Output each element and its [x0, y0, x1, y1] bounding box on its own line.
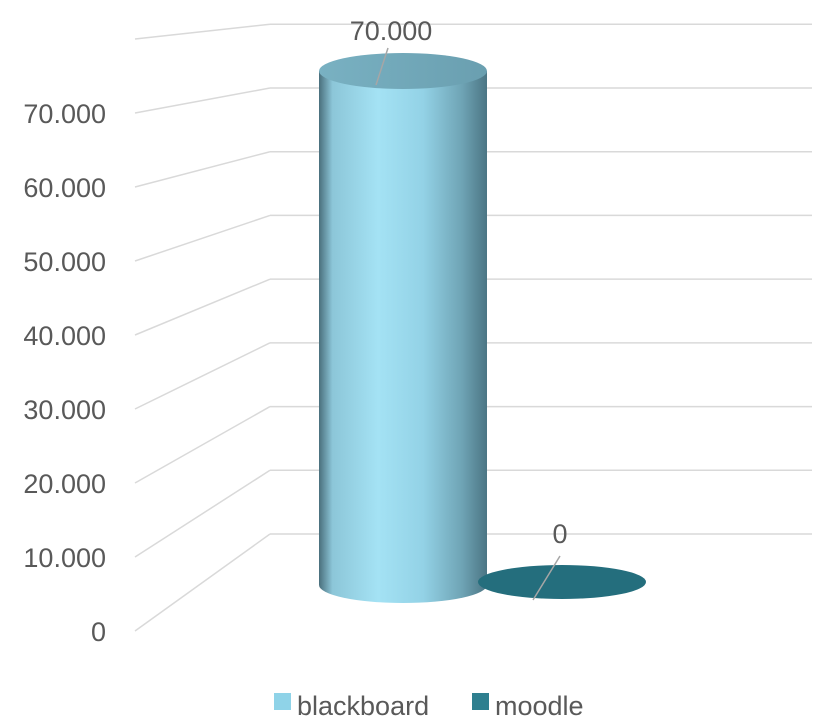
- y-tick-label: 10.000: [23, 543, 106, 573]
- gridline-side: [134, 469, 271, 558]
- gridline-side: [134, 23, 271, 40]
- y-tick-label: 60.000: [23, 173, 106, 203]
- y-tick-label: 40.000: [23, 321, 106, 351]
- bar-moodle-top: [478, 565, 646, 599]
- legend-swatch-blackboard: [274, 693, 291, 710]
- gridline-side: [134, 342, 271, 410]
- bar-layer: [319, 53, 646, 603]
- bar-blackboard-top: [319, 53, 487, 89]
- data-label-leader-blackboard: [375, 47, 389, 86]
- gridline-side: [134, 278, 271, 336]
- legend-label-moodle: moodle: [495, 691, 584, 718]
- data-label-leader-moodle: [532, 555, 561, 601]
- y-tick-label: 70.000: [23, 99, 106, 129]
- data-label-layer: 70.000 0: [350, 16, 568, 601]
- data-label-blackboard: 70.000: [350, 16, 433, 46]
- y-axis-ticks: 0 10.000 20.000 30.000 40.000 50.000 60.000 70.…: [23, 99, 106, 647]
- gridline-side: [134, 214, 271, 262]
- gridline-side: [134, 87, 271, 114]
- gridline-side: [134, 533, 271, 632]
- y-tick-label: 50.000: [23, 247, 106, 277]
- legend: blackboard moodle: [274, 691, 584, 721]
- y-tick-label: 30.000: [23, 395, 106, 425]
- gridline-side: [134, 405, 271, 484]
- bar-blackboard-body: [319, 71, 487, 603]
- y-tick-label: 0: [91, 617, 106, 647]
- gridline-side: [134, 150, 271, 188]
- legend-swatch-moodle: [472, 693, 489, 710]
- legend-label-blackboard: blackboard: [297, 691, 429, 718]
- data-label-moodle: 0: [552, 519, 567, 549]
- y-tick-label: 20.000: [23, 469, 106, 499]
